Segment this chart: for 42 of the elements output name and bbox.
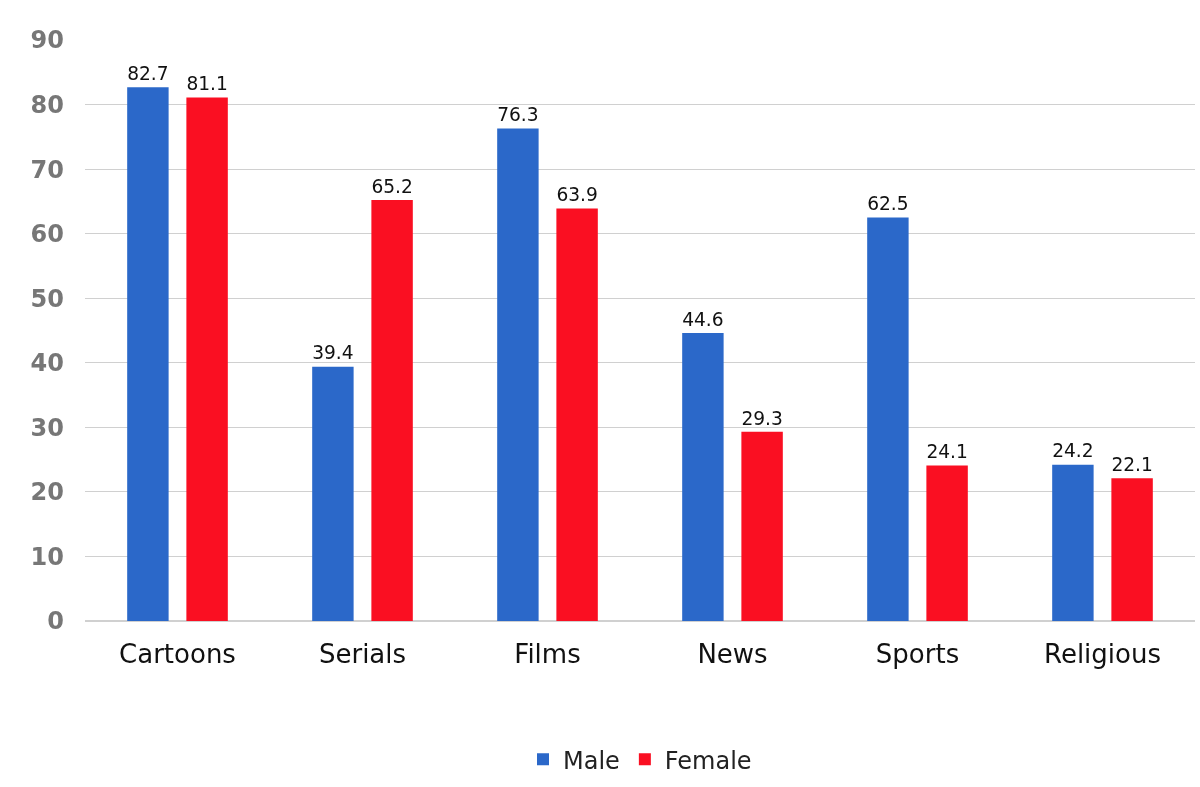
y-tick-label: 70 [30, 155, 64, 184]
bar [682, 333, 724, 621]
bar [867, 217, 909, 621]
y-tick-label: 40 [30, 349, 64, 378]
legend-label: Female [664, 746, 752, 775]
data-label: 22.1 [1111, 454, 1153, 476]
bar [312, 366, 354, 621]
bar [741, 431, 783, 621]
x-tick-label: Religious [1044, 639, 1161, 669]
y-tick-label: 50 [30, 284, 64, 313]
x-tick-label: Serials [318, 639, 407, 669]
bar [127, 87, 169, 621]
legend-label: Male [563, 746, 620, 775]
y-tick-label: 0 [47, 607, 64, 636]
y-tick-label: 60 [30, 220, 64, 249]
y-tick-label: 90 [30, 26, 64, 55]
x-tick-label: Cartoons [119, 639, 236, 669]
data-label: 65.2 [371, 175, 413, 197]
bar [497, 128, 539, 621]
data-label: 24.2 [1052, 440, 1094, 462]
bar [556, 208, 598, 621]
data-label: 76.3 [497, 104, 539, 126]
bar [926, 465, 968, 621]
x-tick-label: News [697, 639, 768, 669]
x-tick-label: Films [514, 639, 581, 669]
bar [1111, 478, 1153, 621]
bar [371, 200, 413, 621]
data-label: 81.1 [186, 73, 228, 95]
data-label: 24.1 [926, 441, 968, 463]
data-label: 39.4 [312, 342, 354, 364]
bar [186, 97, 228, 621]
y-tick-label: 10 [30, 542, 64, 571]
data-label: 62.5 [867, 193, 909, 215]
data-label: 63.9 [556, 184, 598, 206]
data-label: 82.7 [127, 62, 169, 84]
bar [1052, 464, 1094, 621]
y-tick-label: 20 [30, 478, 64, 507]
y-tick-label: 80 [30, 90, 64, 119]
y-tick-label: 30 [30, 413, 64, 442]
data-label: 44.6 [682, 308, 724, 330]
data-label: 29.3 [741, 407, 783, 429]
x-tick-label: Sports [875, 639, 960, 669]
